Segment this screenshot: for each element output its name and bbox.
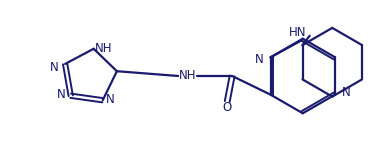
Text: O: O (223, 101, 232, 114)
Text: N: N (255, 53, 264, 66)
Text: N: N (342, 85, 351, 99)
Text: N: N (50, 61, 59, 74)
Text: N: N (106, 93, 115, 106)
Text: NH: NH (95, 42, 112, 55)
Text: N: N (57, 88, 66, 101)
Text: NH: NH (179, 69, 197, 82)
Text: HN: HN (289, 26, 307, 39)
